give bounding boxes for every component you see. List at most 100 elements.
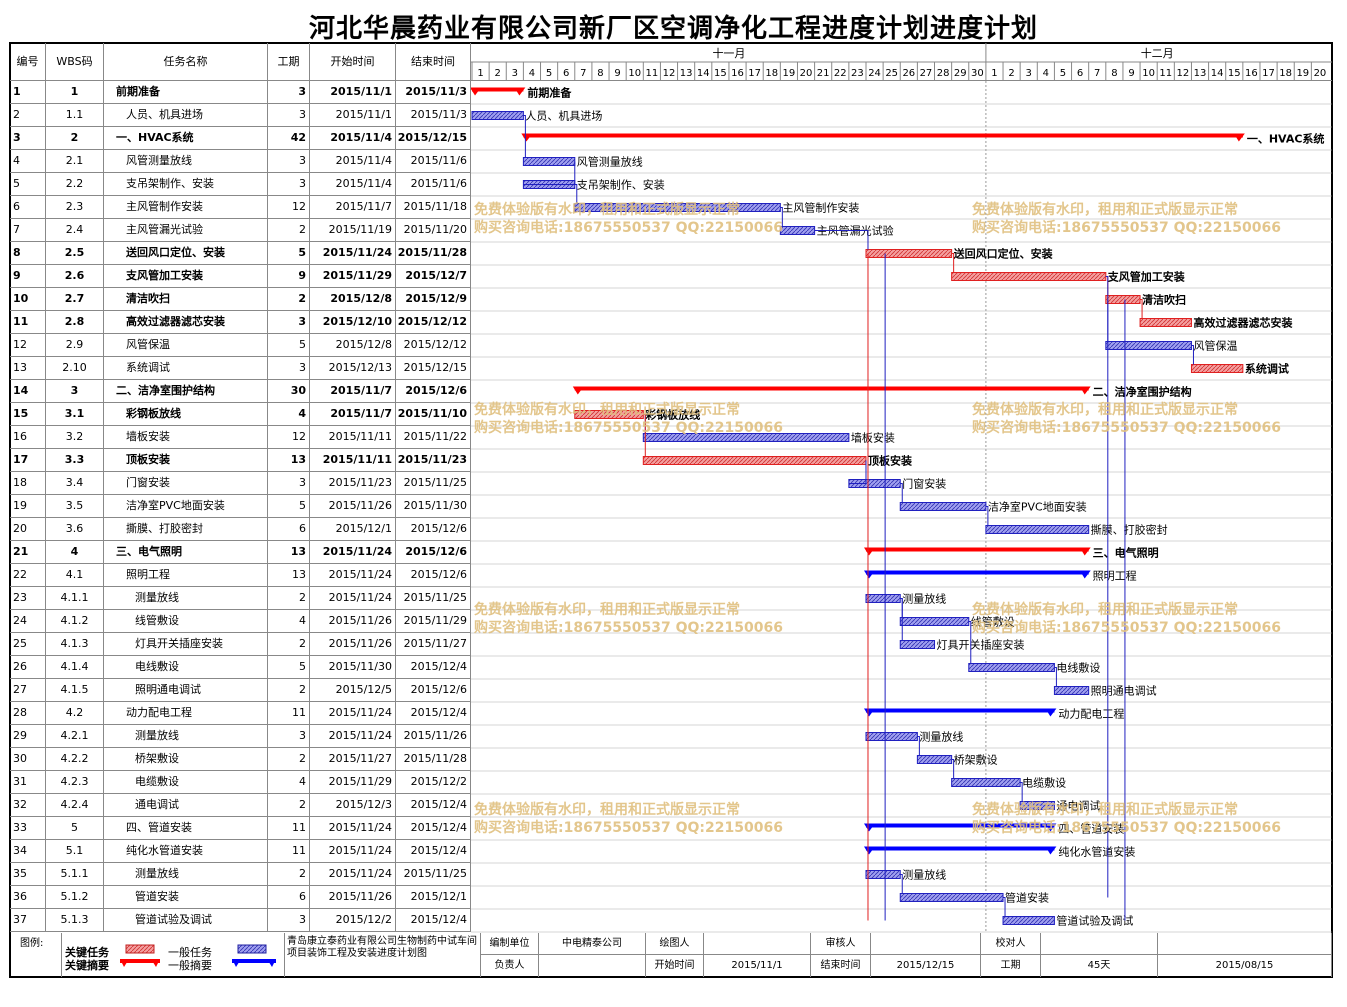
task-wbs-cell: 4.2.2 [46,748,104,771]
task-end-cell: 2015/12/6 [396,564,471,587]
dependency-link [1003,897,1006,917]
task-dur-cell: 11 [268,702,310,725]
watermark-line: 免费体验版有水印，租用和正式版显示正常 [474,802,740,818]
task-wbs-cell: 4.2.1 [46,725,104,748]
watermark-line: 购买咨询电话:18675550537 QQ:22150066 [474,820,783,836]
task-dur-cell: 13 [268,564,310,587]
day-tick-label: 20 [1314,68,1327,79]
end-value: 2015/12/15 [871,955,981,977]
task-dur-cell: 11 [268,817,310,840]
task-name-cell: 测量放线 [104,863,268,886]
day-tick-label: 1 [991,68,997,79]
task-end-cell: 2015/12/4 [396,817,471,840]
task-name-cell: 照明通电调试 [104,679,268,702]
dependency-link [968,621,972,664]
task-id-cell: 35 [10,863,46,886]
task-name-cell: 电缆敷设 [104,771,268,794]
dependency-link [1140,299,1143,319]
task-id-cell: 23 [10,587,46,610]
task-bar [916,755,953,764]
day-tick-label: 20 [800,68,813,79]
day-tick-label: 22 [834,68,847,79]
dependency-link [780,207,783,227]
task-id-cell: 36 [10,886,46,909]
task-name-cell: 主风管制作安装 [104,196,268,219]
watermark-line: 购买咨询电话:18675550537 QQ:22150066 [474,420,783,436]
task-end-cell: 2015/11/25 [396,863,471,886]
task-id-cell: 5 [10,173,46,196]
task-bar-label: 主风管制作安装 [782,201,859,215]
task-bar [899,640,936,649]
task-start-cell: 2015/12/10 [310,311,396,334]
task-id-cell: 10 [10,288,46,311]
task-start-cell: 2015/11/26 [310,495,396,518]
task-wbs-cell: 3.4 [46,472,104,495]
task-name-cell: 测量放线 [104,587,268,610]
task-wbs-cell: 2.1 [46,150,104,173]
task-start-cell: 2015/11/24 [310,242,396,265]
task-name-cell: 管道安装 [104,886,268,909]
dependency-link [900,483,903,503]
summary-bar [865,823,1055,828]
summary-bar [472,87,524,92]
day-tick-label: 3 [512,68,518,79]
task-start-cell: 2015/11/7 [310,380,396,403]
task-dur-cell: 5 [268,495,310,518]
summary-bar [865,846,1055,851]
page-title: 河北华晨药业有限公司新厂区空调净化工程进度计划进度计划 [308,14,1038,44]
task-bar [865,249,953,258]
task-bar [642,433,850,442]
task-end-cell: 2015/12/4 [396,909,471,932]
task-id-cell: 6 [10,196,46,219]
task-bar-label: 风管测量放线 [577,155,643,169]
checker-label: 校对人 [981,933,1041,955]
task-start-cell: 2015/11/23 [310,472,396,495]
task-name-cell: 四、管道安装 [104,817,268,840]
task-end-cell: 2015/12/4 [396,794,471,817]
summary-bar-start-cap [863,708,875,717]
task-start-cell: 2015/11/7 [310,403,396,426]
header-end: 结束时间 [396,43,471,81]
task-id-cell: 21 [10,541,46,564]
task-start-cell: 2015/11/4 [310,127,396,150]
day-tick-label: 16 [1245,68,1258,79]
task-start-cell: 2015/11/30 [310,656,396,679]
dependency-link [523,115,526,158]
task-id-cell: 8 [10,242,46,265]
task-name-cell: 顶板安装 [104,449,268,472]
task-bar [642,456,867,465]
task-bar [574,203,781,212]
task-bar-label: 系统调试 [1245,362,1289,376]
task-wbs-cell: 5 [46,817,104,840]
dependency-link [1191,345,1194,365]
task-name-cell: 测量放线 [104,725,268,748]
task-start-cell: 2015/11/29 [310,265,396,288]
task-bar [951,778,1021,787]
task-dur-cell: 4 [268,403,310,426]
task-dur-cell: 3 [268,81,310,104]
task-bar-label: 管道安装 [1005,891,1049,905]
task-bar [1105,295,1141,304]
task-id-cell: 37 [10,909,46,932]
day-tick-label: 10 [628,68,641,79]
end-label: 结束时间 [811,955,871,977]
task-bar-label: 通电调试 [1056,800,1100,813]
watermark-text: 免费体验版有水印，租用和正式版显示正常 购买咨询电话:18675550537 QQ… [474,401,783,437]
task-bar [1105,341,1192,350]
task-start-cell: 2015/12/1 [310,518,396,541]
task-dur-cell: 3 [268,472,310,495]
task-bar [1190,364,1244,373]
task-id-cell: 33 [10,817,46,840]
day-tick-label: 7 [1094,68,1100,79]
task-bar-label: 门窗安装 [902,477,946,491]
task-dur-cell: 5 [268,242,310,265]
task-id-cell: 32 [10,794,46,817]
day-tick-label: 10 [1142,68,1155,79]
task-end-cell: 2015/11/3 [396,81,471,104]
task-bar-label: 桥架敷设 [954,753,998,767]
task-end-cell: 2015/12/9 [396,288,471,311]
task-name-cell: 主风管漏光试验 [104,219,268,242]
task-id-cell: 25 [10,633,46,656]
day-tick-label: 19 [783,68,796,79]
task-start-cell: 2015/11/24 [310,863,396,886]
